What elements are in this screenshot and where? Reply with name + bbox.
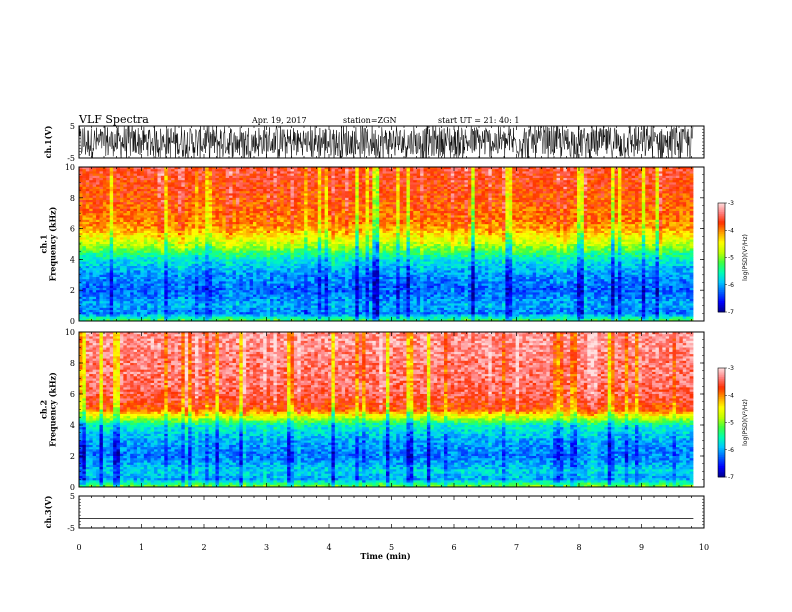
y-axis-label: ch.1(V) xyxy=(43,125,53,158)
figure-title: VLF Spectra xyxy=(78,113,149,126)
y-label-line: ch.1(V) xyxy=(43,125,53,158)
waveform-trace xyxy=(79,122,693,162)
station-label: station=ZGN xyxy=(343,116,396,125)
y-tick-label: -5 xyxy=(67,154,75,163)
y-tick-label: 5 xyxy=(70,122,75,131)
ch1-waveform-panel: 5 -5 ch.1(V) xyxy=(43,122,704,163)
start-time-label: start UT = 21: 40: 1 xyxy=(438,116,519,125)
vlf-spectra-figure: VLF Spectra Apr. 19, 2017 station=ZGN st… xyxy=(0,0,792,612)
date-label: Apr. 19, 2017 xyxy=(251,116,307,125)
